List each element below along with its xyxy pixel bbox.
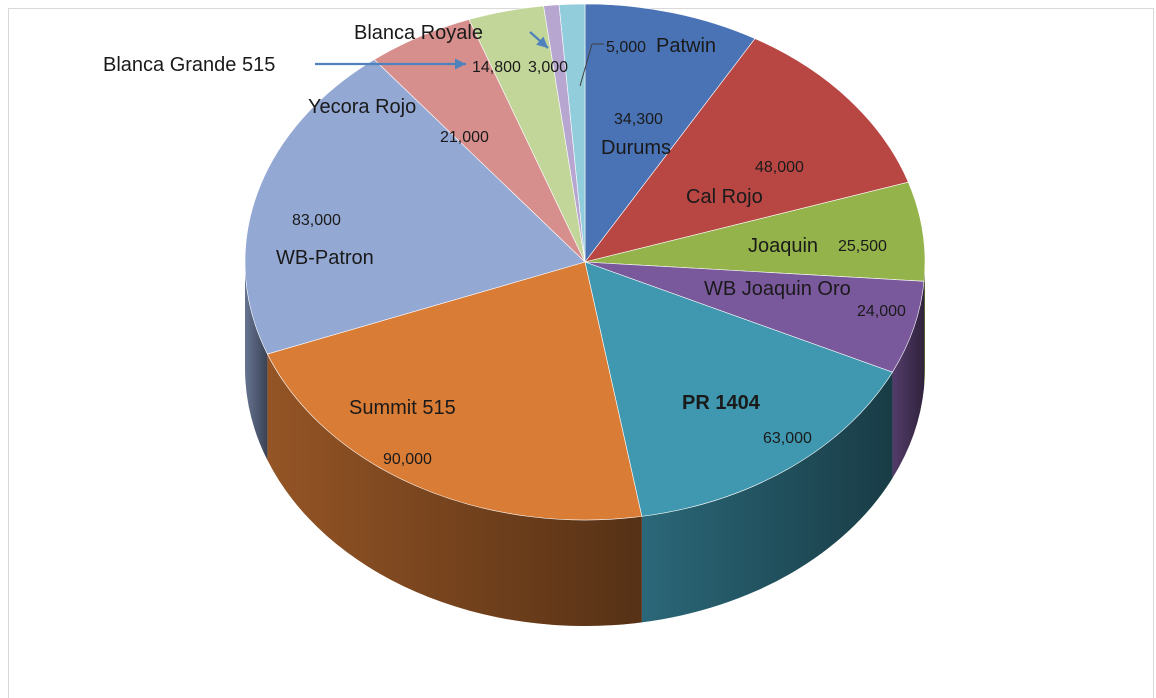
pie-slice-joaquin — [584, 181, 926, 282]
label-value-blanca-grande-515: 14,800 — [472, 59, 521, 76]
callout-arrows — [315, 31, 604, 87]
label-value-summit-515: 90,000 — [383, 451, 432, 468]
label-name-cal-rojo: Cal Rojo — [686, 186, 763, 208]
label-name-wb-patron: WB-Patron — [276, 247, 374, 269]
label-value-pr-1404: 63,000 — [763, 430, 812, 447]
pie-slice-wb-joaquin-oro — [584, 261, 925, 373]
label-name-blanca-grande-515: Blanca Grande 515 — [103, 54, 275, 76]
label-value-yecora-rojo: 21,000 — [440, 129, 489, 146]
label-name-yecora-rojo: Yecora Rojo — [308, 96, 416, 118]
pie-sides — [245, 262, 925, 626]
label-value-wb-joaquin-oro: 24,000 — [857, 303, 906, 320]
label-value-wb-patron: 83,000 — [292, 212, 341, 229]
pie-side-shade-summit-515 — [267, 354, 642, 626]
slice-labels: Durums 34,300 Cal Rojo 48,000 Joaquin 25… — [103, 22, 906, 468]
pie-slice-wb-patron — [244, 59, 586, 355]
pie-tops — [244, 3, 926, 521]
label-name-joaquin: Joaquin — [748, 235, 818, 257]
label-name-summit-515: Summit 515 — [349, 397, 456, 419]
label-value-joaquin: 25,500 — [838, 238, 887, 255]
label-name-durums: Durums — [601, 137, 671, 159]
pie-slice-patwin — [558, 3, 586, 263]
label-name-wb-joaquin-oro: WB Joaquin Oro — [704, 278, 851, 300]
leader-patwin — [579, 43, 593, 87]
arrow-blanca-grande-515-head — [455, 58, 466, 70]
pie-side-shade-joaquin — [924, 262, 925, 388]
label-value-cal-rojo: 48,000 — [755, 159, 804, 176]
pie-side-shade-pr-1404 — [641, 372, 893, 623]
arrow-blanca-royale-head — [536, 36, 548, 48]
pie-slice-pr-1404 — [584, 261, 893, 517]
label-value-blanca-royale: 3,000 — [528, 59, 568, 76]
pie-slice-cal-rojo — [584, 38, 909, 263]
label-name-blanca-royale: Blanca Royale — [354, 22, 483, 44]
label-value-patwin: 5,000 — [606, 39, 646, 56]
pie-slice-summit-515 — [266, 261, 643, 521]
label-name-pr-1404: PR 1404 — [682, 392, 761, 414]
label-name-patwin: Patwin — [656, 35, 716, 57]
label-value-durums: 34,300 — [614, 111, 663, 128]
pie-side-shade-wb-joaquin-oro — [892, 281, 925, 479]
pie-slice-durums — [584, 3, 756, 263]
pie-side-shade-wb-patron — [245, 262, 268, 461]
